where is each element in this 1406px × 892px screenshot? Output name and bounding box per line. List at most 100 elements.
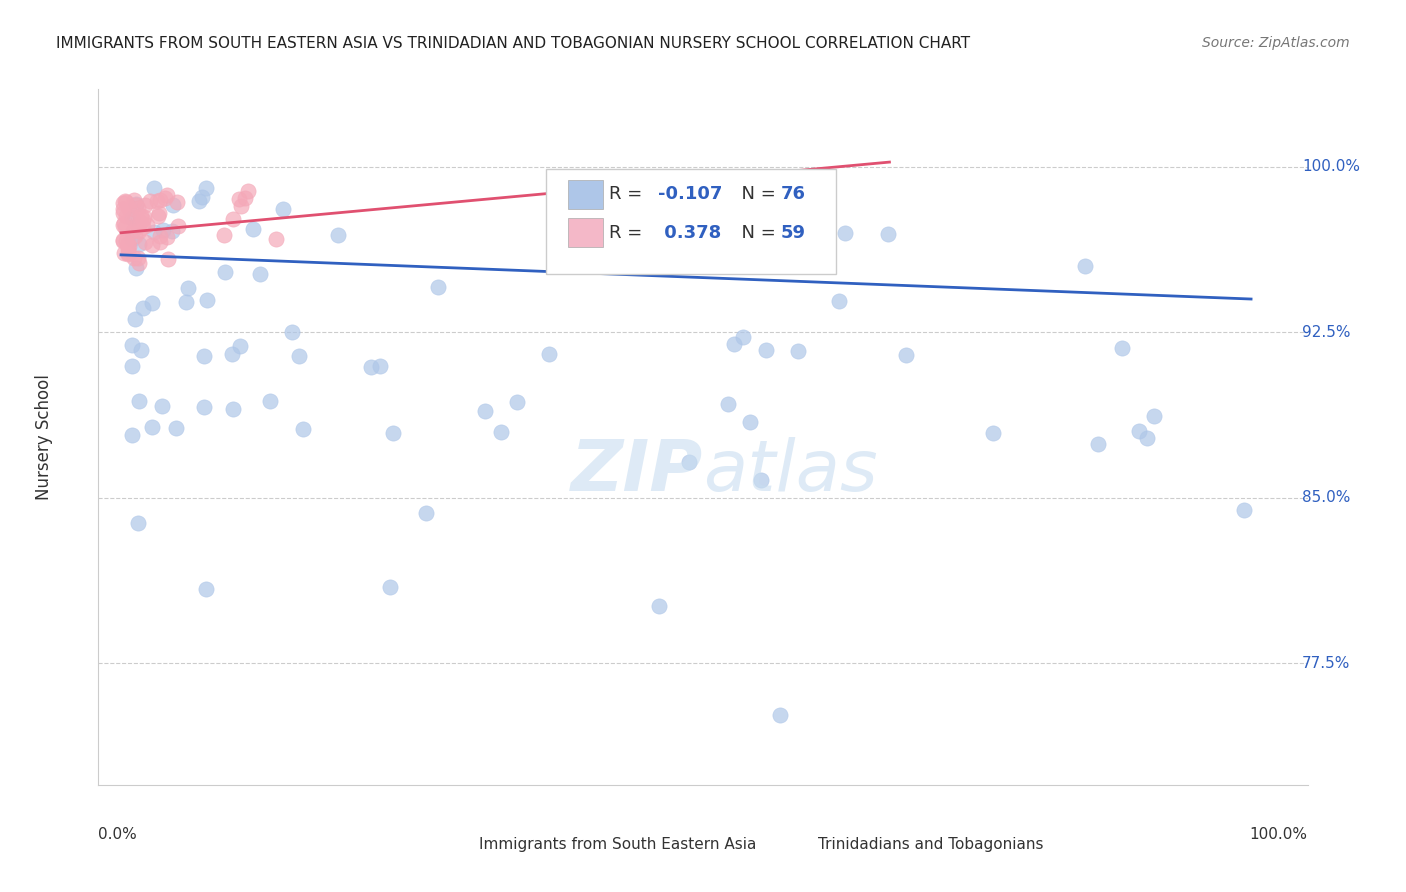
Point (723, 337, 745, 351)
Point (121, 428, 143, 442)
Point (160, 224, 183, 238)
Point (124, 229, 146, 244)
Point (193, 401, 215, 415)
Point (894, 348, 917, 362)
Point (118, 202, 141, 216)
Point (121, 337, 143, 351)
Point (291, 422, 314, 436)
Point (828, 294, 851, 309)
Point (121, 211, 143, 226)
Point (134, 210, 156, 224)
Text: 59: 59 (780, 224, 806, 242)
Point (187, 194, 209, 208)
Point (165, 420, 187, 434)
Point (1111, 341, 1133, 355)
Point (149, 235, 172, 249)
Point (122, 224, 145, 238)
Point (153, 191, 176, 205)
FancyBboxPatch shape (546, 169, 837, 274)
Point (112, 245, 135, 260)
Point (128, 256, 150, 270)
Point (264, 232, 287, 246)
Point (141, 296, 163, 310)
Point (195, 293, 218, 307)
Point (249, 267, 271, 281)
Point (117, 246, 139, 260)
Point (121, 359, 143, 374)
Point (1233, 502, 1256, 516)
Point (360, 359, 382, 374)
Point (127, 213, 149, 227)
Point (142, 180, 165, 194)
Point (167, 219, 190, 233)
Point (114, 220, 136, 235)
Point (740, 415, 762, 429)
Point (112, 202, 135, 216)
Point (128, 224, 150, 238)
Point (1087, 437, 1109, 451)
Point (122, 252, 145, 266)
Point (146, 209, 169, 223)
Point (125, 197, 148, 211)
Point (128, 394, 150, 409)
Text: 0.378: 0.378 (658, 224, 721, 242)
Point (112, 196, 135, 211)
Point (118, 239, 141, 253)
Point (378, 580, 401, 594)
Point (281, 325, 304, 339)
Point (122, 194, 145, 208)
Text: 100.0%: 100.0% (1302, 159, 1360, 174)
Point (177, 281, 200, 295)
Text: Source: ZipAtlas.com: Source: ZipAtlas.com (1202, 36, 1350, 50)
Point (127, 251, 149, 265)
Point (538, 347, 561, 361)
Text: atlas: atlas (703, 437, 877, 507)
FancyBboxPatch shape (568, 218, 603, 247)
Point (229, 339, 252, 353)
Point (233, 191, 256, 205)
Point (112, 206, 135, 220)
Text: R =: R = (609, 186, 648, 203)
Text: ZIP: ZIP (571, 437, 703, 507)
Point (134, 235, 156, 249)
Point (117, 237, 139, 252)
Point (222, 212, 245, 227)
Text: -0.107: -0.107 (658, 186, 723, 203)
Point (506, 395, 529, 409)
Point (166, 195, 188, 210)
Text: R =: R = (609, 224, 648, 242)
Point (112, 216, 135, 230)
Point (229, 199, 252, 213)
Text: N =: N = (730, 186, 782, 203)
Point (755, 343, 778, 358)
Point (117, 242, 139, 256)
Text: 85.0%: 85.0% (1302, 491, 1350, 506)
Point (114, 194, 136, 209)
Point (150, 399, 173, 413)
Point (194, 181, 217, 195)
Point (142, 226, 165, 240)
Text: 92.5%: 92.5% (1302, 325, 1350, 340)
Point (125, 198, 148, 212)
Point (129, 209, 152, 223)
Point (121, 232, 143, 246)
Point (152, 223, 174, 237)
Point (156, 188, 179, 202)
Point (242, 222, 264, 236)
Text: Nursery School: Nursery School (35, 374, 53, 500)
Point (148, 193, 170, 207)
Text: 76: 76 (780, 186, 806, 203)
Point (769, 708, 792, 723)
Point (141, 238, 163, 252)
Point (648, 599, 671, 614)
Text: Immigrants from South Eastern Asia: Immigrants from South Eastern Asia (479, 838, 756, 852)
Point (112, 218, 135, 232)
Point (221, 401, 243, 416)
Point (127, 219, 149, 234)
Point (415, 506, 437, 520)
Point (578, 224, 600, 238)
Point (132, 213, 155, 227)
Text: IMMIGRANTS FROM SOUTH EASTERN ASIA VS TRINIDADIAN AND TOBAGONIAN NURSERY SCHOOL : IMMIGRANTS FROM SOUTH EASTERN ASIA VS TR… (56, 36, 970, 51)
Point (145, 194, 167, 209)
Point (129, 343, 152, 357)
